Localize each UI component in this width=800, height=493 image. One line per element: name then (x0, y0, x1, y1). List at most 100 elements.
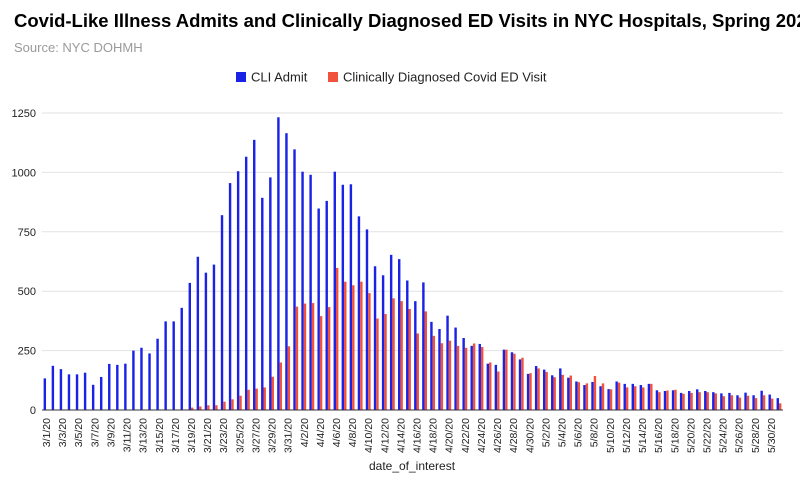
x-tick-label: 3/25/20 (234, 418, 246, 453)
bar-cli_admit-5-12-20 (623, 383, 626, 410)
x-tick-label: 4/20/20 (444, 418, 456, 453)
bar-cli_admit-5-5-20 (567, 377, 570, 410)
x-tick-label: 4/16/20 (412, 418, 424, 453)
bar-cli_admit-3-2-20 (51, 365, 55, 410)
bar-cli_admit-4-4-20 (317, 208, 320, 410)
bar-cli_admit-4-30-20 (526, 373, 530, 410)
bar-cli_admit-5-9-20 (599, 386, 602, 410)
x-tick-label: 4/30/20 (524, 418, 536, 453)
x-tick-label: 5/14/20 (637, 418, 649, 453)
bar-covid_ed-5-9-20 (601, 383, 605, 410)
bar-cli_admit-5-23-20 (712, 392, 715, 410)
x-tick-label: 4/6/20 (331, 418, 343, 447)
bar-cli_admit-3-28-20 (261, 197, 264, 410)
bar-covid_ed-4-11-20 (376, 318, 379, 410)
bar-covid_ed-4-19-20 (440, 343, 444, 410)
bar-covid_ed-5-28-20 (754, 398, 758, 410)
bar-cli_admit-3-16-20 (164, 321, 167, 410)
y-tick-label: 500 (18, 286, 36, 298)
x-tick-label: 5/22/20 (701, 418, 713, 453)
bar-cli_admit-3-18-20 (180, 307, 183, 410)
x-tick-label: 4/24/20 (476, 418, 488, 453)
bar-covid_ed-5-22-20 (706, 392, 709, 410)
bar-cli_admit-4-23-20 (470, 345, 473, 410)
bar-covid_ed-3-29-20 (271, 376, 274, 410)
bar-cli_admit-5-1-20 (534, 366, 538, 410)
bar-cli_admit-5-17-20 (663, 390, 667, 410)
bar-covid_ed-4-9-20 (360, 281, 363, 410)
x-tick-label: 3/19/20 (186, 418, 198, 453)
x-tick-label: 5/28/20 (750, 418, 762, 453)
bar-covid_ed-3-27-20 (255, 388, 258, 410)
x-tick-label: 5/24/20 (718, 418, 730, 453)
chart-subtitle: Source: NYC DOHMH (14, 40, 143, 55)
bar-cli_admit-5-19-20 (679, 392, 683, 410)
bar-covid_ed-3-23-20 (223, 401, 226, 410)
bar-covid_ed-4-24-20 (480, 347, 484, 410)
x-tick-label: 3/13/20 (138, 418, 150, 453)
bar-covid_ed-5-26-20 (738, 397, 742, 410)
x-tick-label: 3/29/20 (267, 418, 279, 453)
bar-cli_admit-5-4-20 (559, 368, 562, 410)
x-tick-label: 5/20/20 (685, 418, 697, 453)
bar-covid_ed-3-20-20 (199, 406, 202, 410)
bar-cli_admit-4-17-20 (422, 282, 425, 410)
x-tick-label: 3/1/20 (41, 418, 53, 447)
bar-cli_admit-3-11-20 (124, 363, 127, 410)
bar-covid_ed-4-18-20 (432, 335, 436, 410)
bar-covid_ed-5-4-20 (561, 374, 564, 410)
bar-cli_admit-5-27-20 (744, 392, 747, 410)
x-tick-label: 5/4/20 (557, 418, 569, 447)
bar-covid_ed-4-15-20 (408, 309, 411, 410)
bar-covid_ed-4-30-20 (529, 373, 532, 410)
bar-cli_admit-5-26-20 (736, 395, 739, 410)
bar-covid_ed-5-10-20 (609, 389, 613, 410)
bar-covid_ed-5-5-20 (569, 375, 572, 410)
bar-covid_ed-5-29-20 (762, 395, 766, 410)
bar-cli_admit-5-11-20 (615, 381, 618, 410)
bar-cli_admit-4-25-20 (486, 363, 490, 410)
bar-cli_admit-5-25-20 (728, 392, 731, 410)
bar-covid_ed-4-6-20 (335, 267, 339, 410)
bar-covid_ed-3-25-20 (239, 395, 242, 410)
bar-cli_admit-5-2-20 (542, 369, 546, 410)
bar-covid_ed-5-12-20 (625, 387, 629, 410)
bar-cli_admit-3-14-20 (148, 353, 151, 410)
x-tick-label: 4/14/20 (395, 418, 407, 453)
bar-cli_admit-3-27-20 (253, 139, 256, 410)
x-tick-label: 3/3/20 (57, 418, 69, 447)
bar-cli_admit-4-29-20 (518, 359, 522, 410)
x-tick-label: 5/16/20 (653, 418, 665, 453)
x-tick-label: 4/10/20 (363, 418, 375, 453)
x-tick-label: 4/4/20 (315, 418, 327, 447)
chart-title: Covid-Like Illness Admits and Clinically… (14, 10, 800, 31)
bar-covid_ed-4-12-20 (384, 314, 387, 410)
bar-cli_admit-4-28-20 (510, 352, 514, 410)
bar-covid_ed-4-16-20 (416, 333, 419, 410)
bar-covid_ed-4-20-20 (448, 340, 452, 410)
bar-cli_admit-4-5-20 (325, 200, 328, 410)
x-tick-label: 4/22/20 (460, 418, 472, 453)
bar-cli_admit-3-1-20 (43, 378, 47, 410)
bar-covid_ed-5-14-20 (642, 387, 645, 410)
bar-cli_admit-5-16-20 (655, 390, 659, 410)
bar-cli_admit-4-3-20 (309, 174, 312, 410)
bar-covid_ed-4-27-20 (505, 349, 508, 410)
bar-cli_admit-3-7-20 (91, 384, 95, 410)
bar-covid_ed-4-17-20 (424, 311, 427, 410)
bar-cli_admit-5-20-20 (687, 390, 691, 410)
bar-cli_admit-5-22-20 (704, 390, 707, 410)
bar-covid_ed-4-22-20 (464, 347, 468, 410)
bar-cli_admit-3-9-20 (108, 363, 111, 410)
bar-cli_admit-3-12-20 (132, 350, 135, 410)
bar-covid_ed-4-5-20 (327, 307, 331, 410)
bar-covid_ed-3-28-20 (263, 387, 266, 410)
bar-cli_admit-4-20-20 (446, 315, 449, 410)
bar-covid_ed-5-19-20 (682, 393, 685, 410)
bar-cli_admit-4-16-20 (414, 301, 417, 410)
y-tick-label: 1000 (12, 167, 36, 179)
bar-cli_admit-3-20-20 (196, 256, 200, 410)
bar-cli_admit-3-6-20 (83, 372, 87, 410)
bar-covid_ed-4-26-20 (497, 371, 500, 410)
